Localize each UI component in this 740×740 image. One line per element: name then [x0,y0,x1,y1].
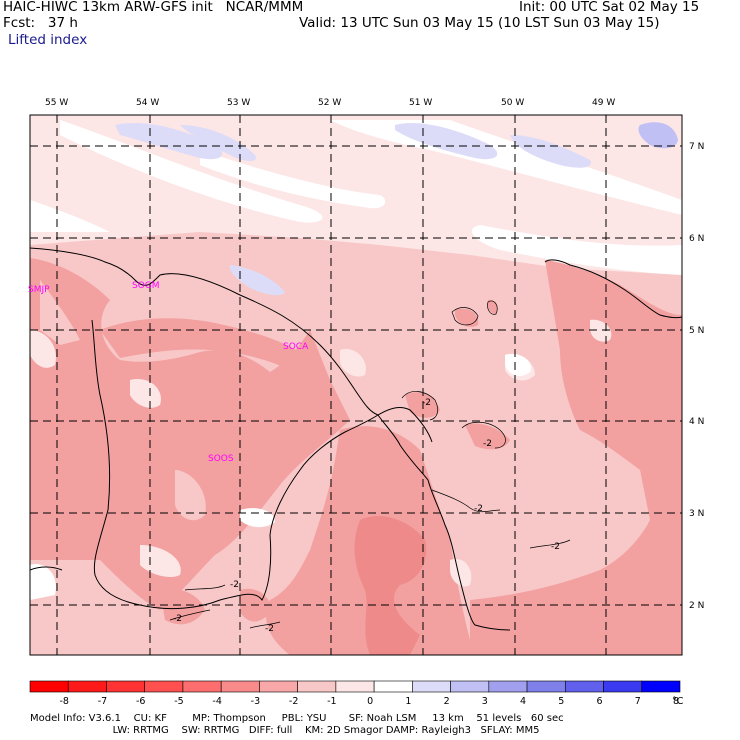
colorbar-tick-label: 5 [558,696,564,707]
contour-label: -2 [483,439,492,449]
colorbar-swatch [144,680,184,693]
contour-label: -2 [551,542,560,552]
lon-label: 55 W [45,98,68,108]
contour-label: -2 [422,398,431,408]
station-labels: SMJP SOGM SOCA SOOS [28,281,309,464]
colorbar-tick-label: -4 [212,696,221,707]
graticule [30,115,682,655]
model-title: HAIC-HIWC 13km ARW-GFS init NCAR/MMM [3,0,304,15]
colorbar-swatch [106,680,146,693]
station-label: SOGM [132,281,160,291]
lat-label: 2 N [689,601,704,611]
colorbar-tick-label: -6 [136,696,145,707]
colorbar-tick-label: -2 [289,696,298,707]
colorbar-swatch [488,680,528,693]
colorbar-swatch [641,680,681,693]
contour-label-group: -2 -2 -2 -2 -2 -2 -2 [173,398,560,634]
colorbar-tick-label: 7 [635,696,641,707]
colorbar-tick-label: 6 [597,696,603,707]
colorbar-swatch [603,680,643,693]
colorbar-tick-label: 0 [367,696,373,707]
forecast-hour: Fcst: 37 h [3,15,78,31]
colorbar-swatch [220,680,260,693]
map-frame [29,114,683,656]
colorbar-swatch [564,680,604,693]
lat-label: 6 N [689,234,704,244]
contour-label: -2 [173,614,182,624]
colorbar-swatch [450,680,490,693]
lat-label: 7 N [689,142,704,152]
colorbar-swatch [373,680,413,693]
longitude-labels: 55 W 54 W 53 W 52 W 51 W 50 W 49 W [45,98,615,108]
colorbar-tick-label: -1 [327,696,336,707]
contour-label: -2 [474,504,483,514]
colorbar-tick-label: 2 [444,696,450,707]
colorbar-swatch [335,680,375,693]
footer-line-2: LW: RRTMG SW: RRTMG DIFF: full KM: 2D Sm… [30,725,540,736]
contour-label: -2 [265,624,274,634]
footer-line-1: Model Info: V3.6.1 CU: KF MP: Thompson P… [30,713,564,724]
colorbar-tick-label: -5 [174,696,183,707]
colorbar-tick-label: -8 [59,696,68,707]
colorbar-tick-label: -7 [98,696,107,707]
lon-label: 54 W [136,98,159,108]
colorbar-swatch [526,680,566,693]
colorbar-swatch [29,680,69,693]
colorbar: -8 -7 -6 -5 -4 -3 -2 -1 0 1 2 3 4 5 6 7 8 [29,680,681,707]
colorbar-swatch [182,680,222,693]
coastlines-borders [30,247,682,631]
colorbar-swatch [297,680,337,693]
station-label: SMJP [28,285,50,295]
station-label: SOCA [283,342,309,352]
lon-label: 52 W [318,98,341,108]
lat-label: 4 N [689,417,704,427]
lat-label: 3 N [689,509,704,519]
colorbar-swatch [67,680,107,693]
colorbar-tick-label: 4 [520,696,526,707]
init-time: Init: 00 UTC Sat 02 May 15 [519,0,700,15]
colorbar-unit: °C [672,696,684,707]
contour-label: -2 [230,580,239,590]
colorbar-tick-label: -3 [251,696,260,707]
lat-label: 5 N [689,326,704,336]
lon-label: 53 W [227,98,250,108]
field-name: Lifted index [8,32,88,48]
colorbar-tick-label: 3 [482,696,488,707]
valid-time: Valid: 13 UTC Sun 03 May 15 (10 LST Sun … [299,15,660,31]
lifted-index-field [30,115,682,655]
contour-lines [169,300,571,629]
colorbar-swatch [412,680,451,693]
latitude-labels: 7 N 6 N 5 N 4 N 3 N 2 N [689,142,704,611]
lon-label: 50 W [501,98,524,108]
colorbar-tick-label: 8 [673,696,679,707]
colorbar-swatch [259,680,298,693]
station-label: SOOS [208,454,234,464]
colorbar-tick-label: 1 [405,696,411,707]
lon-label: 49 W [592,98,615,108]
lon-label: 51 W [409,98,432,108]
